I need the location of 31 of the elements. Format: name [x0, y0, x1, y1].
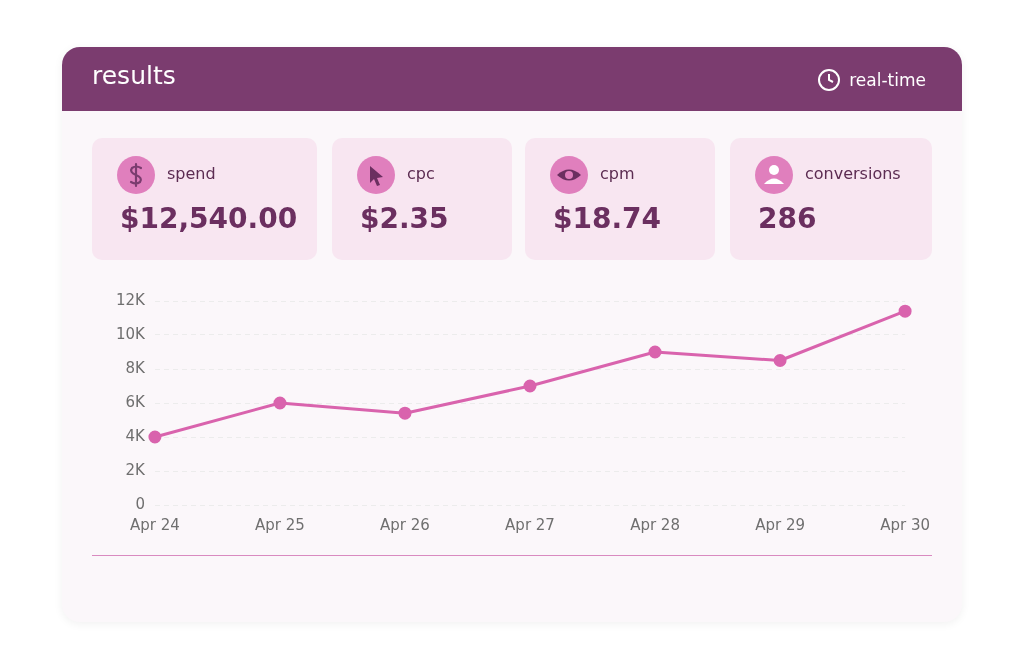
text: $18.74	[553, 202, 662, 235]
x-tick-label: Apr 27	[505, 515, 555, 534]
y-tick-label: 10K	[115, 324, 147, 343]
y-tick-label: 0	[135, 494, 145, 513]
x-tick-label: Apr 25	[255, 515, 305, 534]
y-tick-label: 8K	[125, 358, 147, 377]
text: cpm	[600, 164, 635, 183]
y-tick-label: 12K	[115, 290, 147, 309]
text: results	[92, 61, 176, 90]
text: real-time	[849, 70, 926, 90]
y-tick-label: 6K	[125, 392, 147, 411]
x-tick-label: Apr 24	[130, 515, 180, 534]
point	[398, 406, 412, 420]
text: spend	[167, 164, 216, 183]
text: $2.35	[360, 202, 449, 235]
text: cpc	[407, 164, 435, 183]
x-tick-label: Apr 29	[755, 515, 805, 534]
point	[898, 304, 912, 318]
point	[648, 345, 662, 359]
text: $12,540.00	[120, 202, 298, 235]
point	[273, 396, 287, 410]
x-tick-label: Apr 26	[380, 515, 430, 534]
point	[773, 354, 787, 367]
x-tick-label: Apr 28	[630, 515, 680, 534]
point	[148, 430, 162, 444]
y-tick-label: 4K	[125, 426, 147, 445]
x-tick-label: Apr 30	[880, 515, 930, 534]
text: conversions	[805, 164, 901, 183]
point	[523, 379, 537, 393]
text: 286	[758, 202, 817, 235]
y-tick-label: 2K	[125, 460, 147, 479]
